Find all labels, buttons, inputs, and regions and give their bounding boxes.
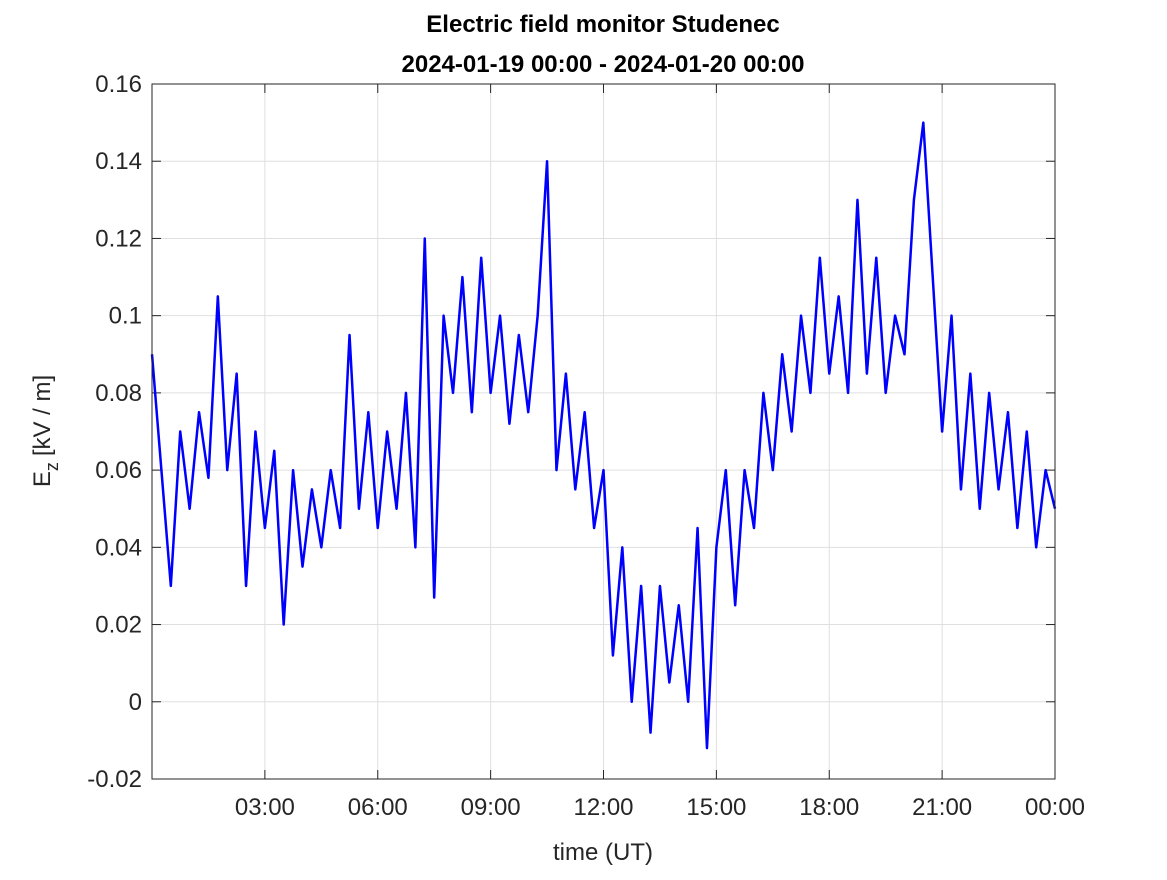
- chart-subtitle: 2024-01-19 00:00 - 2024-01-20 00:00: [402, 51, 805, 78]
- x-tick-label: 09:00: [461, 794, 521, 821]
- chart-title: Electric field monitor Studenec: [426, 11, 779, 38]
- y-tick-label: -0.02: [87, 766, 142, 793]
- y-tick-label: 0.08: [95, 380, 142, 407]
- data-line: [150, 121, 1057, 750]
- y-label-rest: [kV / m]: [29, 375, 56, 456]
- y-tick-label: 0.12: [95, 225, 142, 252]
- x-tick-label: 15:00: [686, 794, 746, 821]
- x-tick-label: 03:00: [235, 794, 295, 821]
- y-tick-label: 0.04: [95, 534, 142, 561]
- x-tick-label: 12:00: [573, 794, 633, 821]
- x-axis-label: time (UT): [553, 839, 653, 866]
- y-tick-label: 0.16: [95, 71, 142, 98]
- y-axis-label: Ez [kV / m]: [29, 375, 62, 487]
- y-label-main: E: [29, 471, 56, 487]
- y-tick-label: 0.02: [95, 612, 142, 639]
- x-tick-label: 21:00: [912, 794, 972, 821]
- x-tick-label: 18:00: [799, 794, 859, 821]
- y-tick-label: 0.06: [95, 457, 142, 484]
- y-label-sub: z: [42, 462, 62, 471]
- y-tick-label: 0: [129, 689, 142, 716]
- y-tick-label: 0.14: [95, 148, 142, 175]
- x-tick-label: 06:00: [348, 794, 408, 821]
- x-tick-label: 00:00: [1025, 794, 1085, 821]
- plot-frame: [151, 83, 1056, 780]
- y-tick-label: 0.1: [109, 303, 142, 330]
- y-axis-label-text: Ez [kV / m]: [29, 375, 62, 487]
